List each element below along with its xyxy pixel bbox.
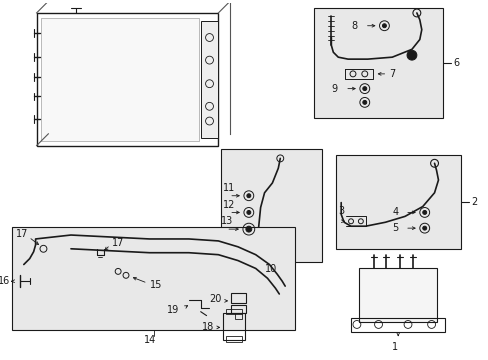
Text: 10: 10 [265, 265, 277, 274]
Text: 18: 18 [201, 323, 213, 332]
Text: 20: 20 [209, 294, 222, 304]
Bar [235, 312, 242, 319]
Text: 14: 14 [143, 335, 156, 345]
Text: 8: 8 [350, 21, 356, 31]
Bar [41, 18, 198, 141]
Text: 13: 13 [221, 216, 233, 226]
Text: 16: 16 [0, 276, 10, 286]
Circle shape [422, 211, 426, 215]
Circle shape [246, 211, 250, 215]
Text: 6: 6 [452, 58, 458, 68]
Text: 2: 2 [470, 197, 476, 207]
Text: 4: 4 [391, 207, 398, 217]
Bar [358, 269, 437, 323]
Circle shape [362, 100, 366, 104]
Bar [231, 305, 245, 312]
Text: 19: 19 [167, 305, 179, 315]
Text: 17: 17 [112, 238, 124, 248]
Bar [336, 156, 460, 249]
Text: 15: 15 [149, 280, 162, 290]
Bar [12, 227, 294, 330]
Circle shape [246, 194, 250, 198]
Bar [37, 13, 218, 145]
Text: 11: 11 [223, 183, 235, 193]
Text: 3: 3 [338, 206, 344, 216]
Text: 5: 5 [391, 223, 398, 233]
Text: 7: 7 [388, 69, 395, 79]
Text: 9: 9 [331, 84, 337, 94]
Circle shape [362, 87, 366, 91]
Circle shape [422, 226, 426, 230]
Bar [350, 318, 445, 332]
Bar [221, 149, 321, 262]
Bar [226, 309, 242, 314]
Circle shape [406, 50, 416, 60]
Bar [231, 293, 245, 303]
Text: 1: 1 [391, 342, 398, 352]
Bar [226, 336, 242, 342]
Circle shape [245, 226, 251, 232]
Bar [200, 21, 218, 138]
Text: 17: 17 [16, 229, 28, 239]
Bar [223, 312, 244, 340]
Circle shape [382, 24, 386, 28]
Text: 12: 12 [223, 199, 235, 210]
Bar [313, 8, 443, 118]
